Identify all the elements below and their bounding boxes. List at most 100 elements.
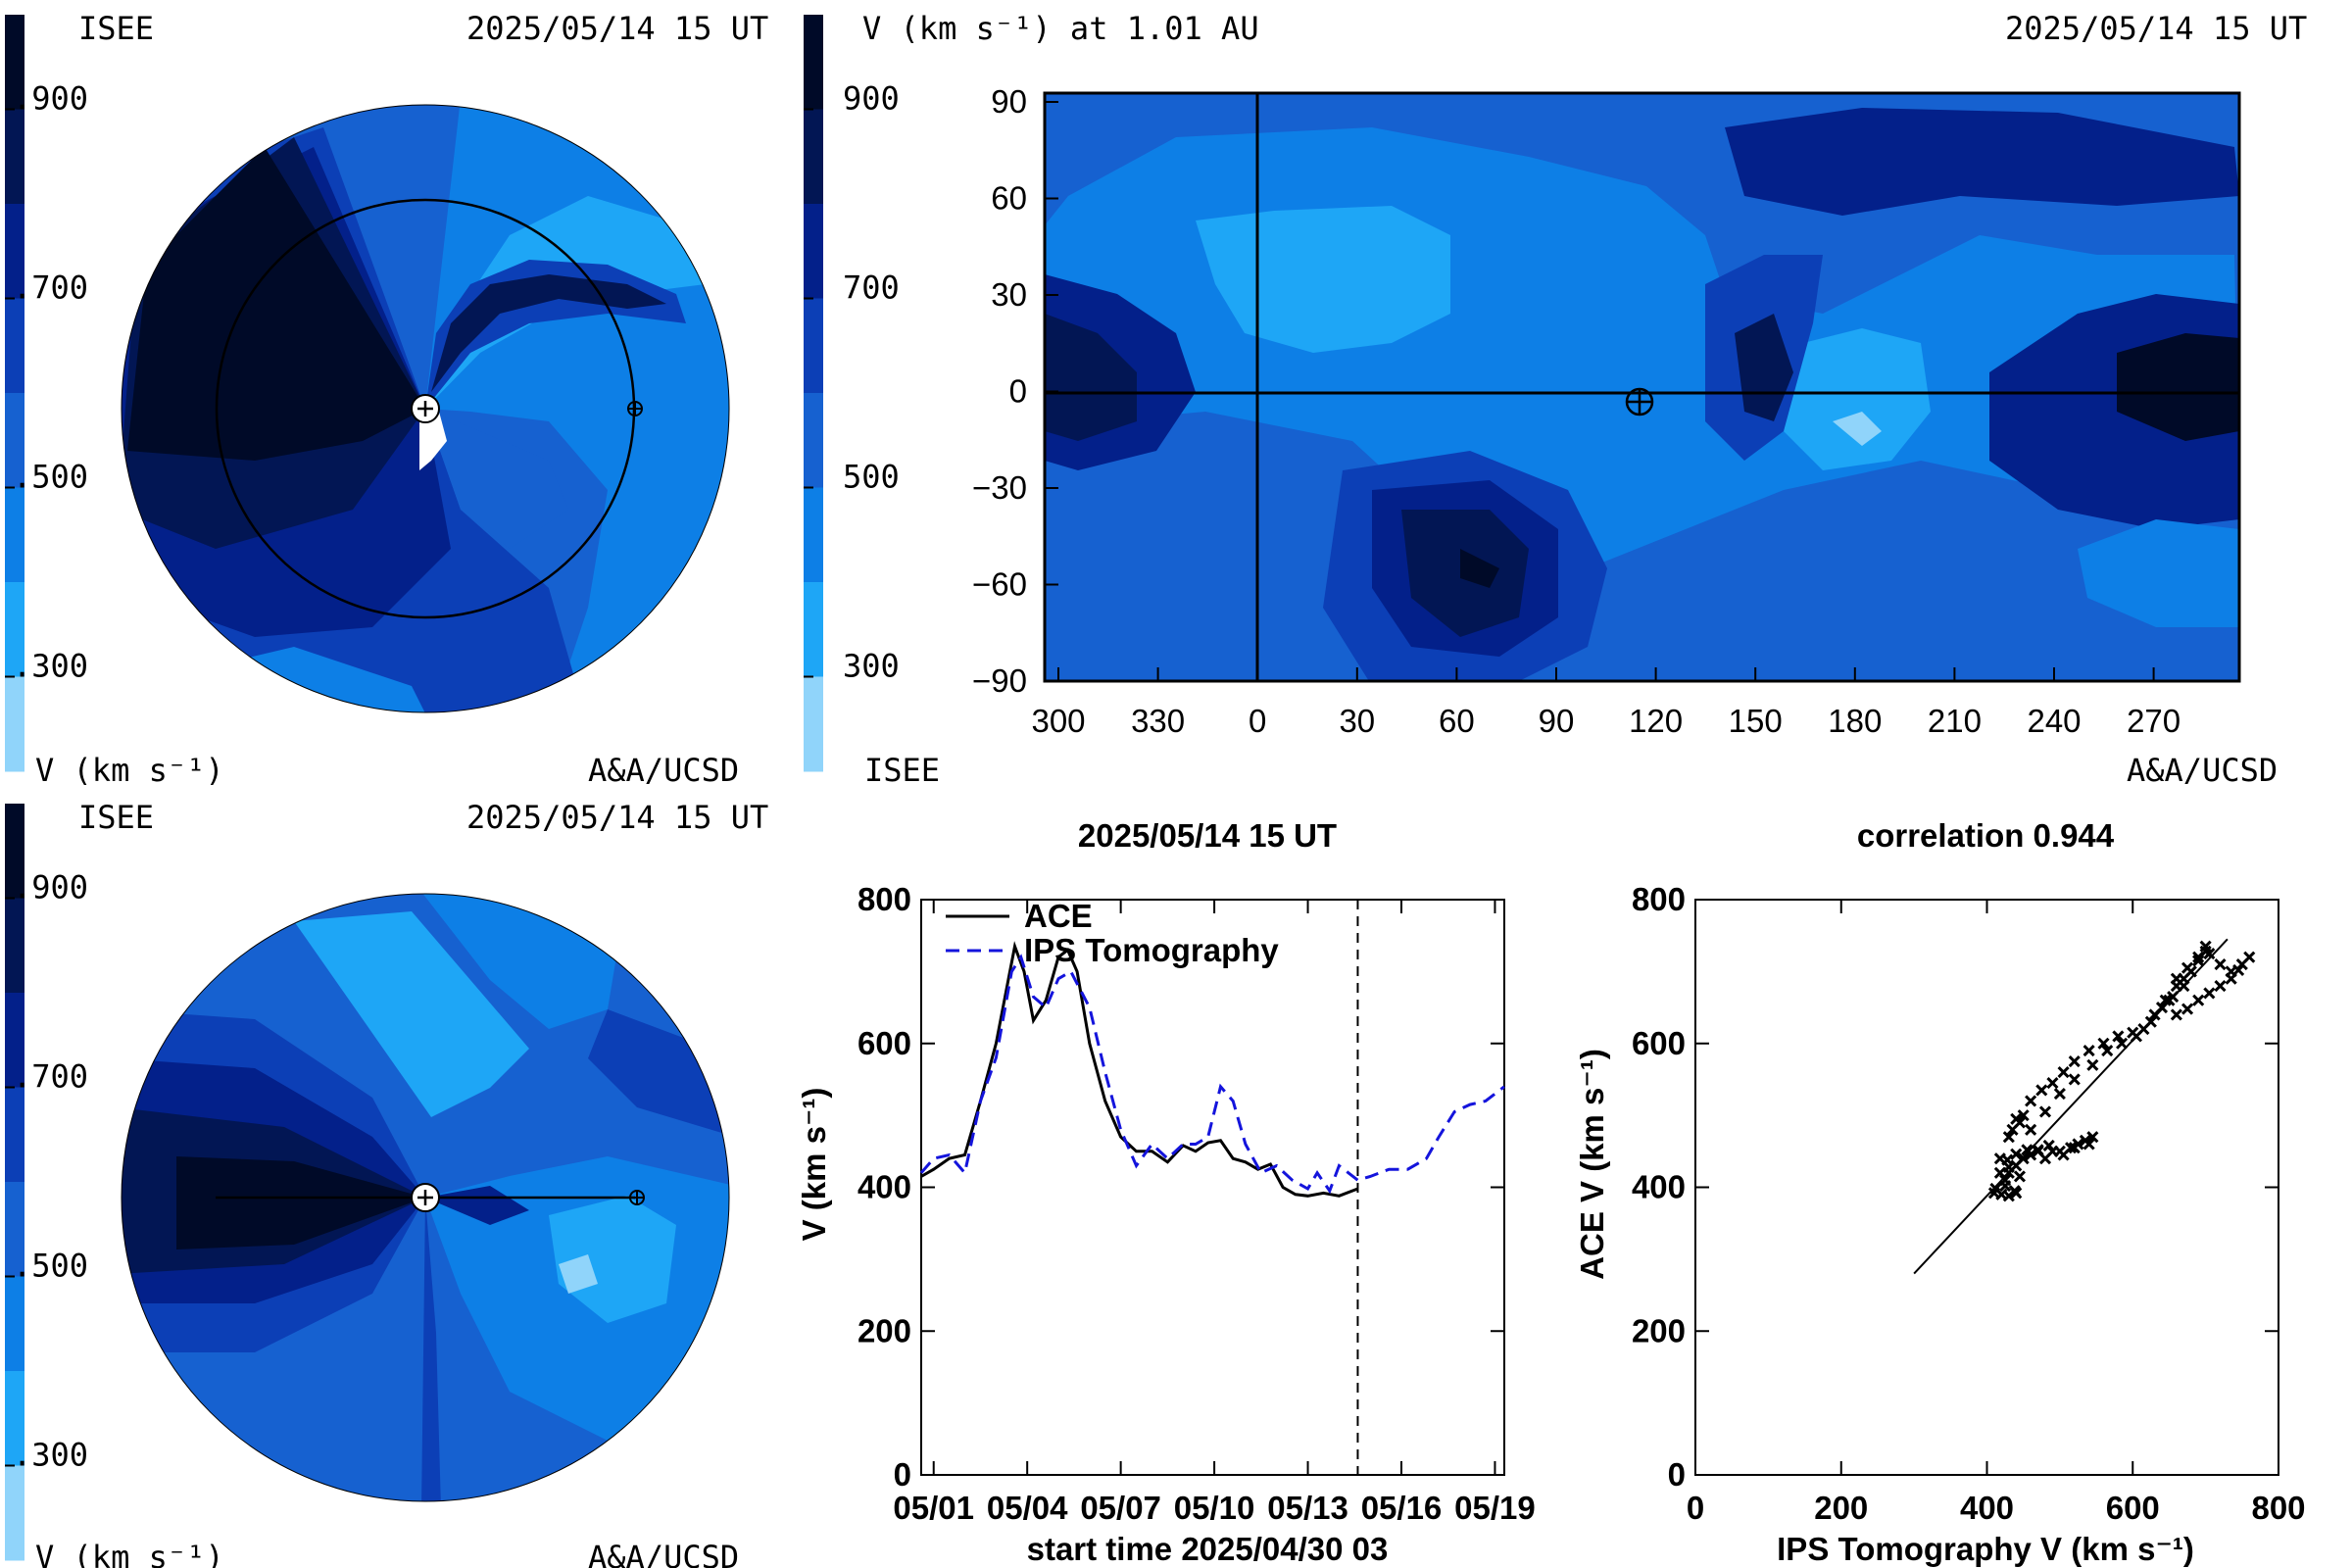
colorbar-tick-label: .700 bbox=[13, 1058, 88, 1096]
panel-ecliptic-top: .900 .700 .500 .300 ISEE 2025/05/14 15 UT V… bbox=[5, 10, 768, 789]
scatter-point bbox=[2013, 1170, 2027, 1183]
scatter-point bbox=[2086, 1131, 2099, 1144]
colorbar-tick-label: .900 bbox=[13, 869, 88, 906]
ace-series-line bbox=[920, 941, 1359, 1198]
scatter-point bbox=[2008, 1185, 2021, 1198]
colorbar-tick-label: .500 bbox=[13, 1248, 88, 1285]
timeseries-axes: 0 200 400 600 800 05/01 05/04 05/07 05/10 05/13 05… bbox=[858, 881, 1536, 1526]
date-label: 2025/05/14 15 UT bbox=[466, 10, 768, 47]
scatter-point bbox=[2017, 1152, 2030, 1165]
scatter-point-stroke bbox=[2068, 1142, 2081, 1154]
map-field bbox=[1045, 93, 2239, 681]
y-tick-label: 200 bbox=[858, 1312, 911, 1348]
scatter-point-stroke bbox=[2097, 1037, 2110, 1050]
scatter-point bbox=[2203, 947, 2216, 960]
lon-tick-label: 120 bbox=[1629, 703, 1683, 739]
m-region-300-north bbox=[294, 911, 529, 1117]
m-region-400-north bbox=[235, 894, 627, 1029]
lon-tick-label: 210 bbox=[1928, 703, 1982, 739]
colorbar-synoptic: 900 700 500 300 bbox=[804, 15, 900, 772]
earth-marker-map bbox=[1625, 387, 1654, 416]
scatter-point-stroke bbox=[2010, 1148, 2023, 1160]
x-tick-label: 05/13 bbox=[1267, 1490, 1348, 1526]
scatter-point bbox=[2017, 1109, 2030, 1122]
map-region-300-north bbox=[1196, 206, 1450, 353]
ips-series-line bbox=[919, 954, 1505, 1195]
colorbar-tick-label: 700 bbox=[843, 270, 900, 307]
scatter-point bbox=[2130, 1030, 2143, 1043]
scatter-point-stroke bbox=[2214, 957, 2227, 971]
x-tick-label: 600 bbox=[2106, 1490, 2160, 1526]
scatter-point bbox=[2082, 1045, 2095, 1057]
region-800-arm bbox=[431, 274, 666, 392]
y-tick-label: 600 bbox=[858, 1025, 911, 1061]
y-tick-label: 200 bbox=[1632, 1312, 1686, 1348]
scatter-point bbox=[2068, 1073, 2081, 1086]
map-region-200-east bbox=[1833, 412, 1882, 446]
y-tick-label: 600 bbox=[1632, 1025, 1686, 1061]
colorbar-tick-label: 500 bbox=[843, 459, 900, 496]
x-tick-label: 0 bbox=[1687, 1490, 1704, 1526]
scatter-point bbox=[2112, 1030, 2125, 1043]
scatter-point-stroke bbox=[1989, 1182, 2002, 1196]
x-tick-label: 400 bbox=[1960, 1490, 2014, 1526]
scatter-point bbox=[2064, 1142, 2078, 1154]
scatter-point-stroke bbox=[2180, 1003, 2194, 1015]
colorbar-segment bbox=[5, 15, 24, 110]
timeseries-title: 2025/05/14 15 UT bbox=[1078, 817, 1337, 854]
scatter-point-stroke bbox=[2243, 951, 2256, 963]
colorbar-segment bbox=[5, 109, 24, 205]
scatter-point bbox=[2180, 1003, 2194, 1015]
y-tick-label: 800 bbox=[1632, 881, 1686, 917]
scatter-point-stroke bbox=[2035, 1084, 2048, 1097]
disc2-outline bbox=[121, 893, 730, 1502]
scatter-point-stroke bbox=[2017, 1109, 2030, 1122]
map-credit: A&A/UCSD bbox=[2127, 752, 2278, 789]
colorbar-segment bbox=[5, 582, 24, 677]
x-tick-label: 05/16 bbox=[1361, 1490, 1443, 1526]
isee-label-bottom: ISEE bbox=[78, 799, 154, 836]
scatter-point bbox=[2192, 994, 2205, 1006]
colorbar-tick-label: .300 bbox=[13, 648, 88, 685]
scatter-point bbox=[2032, 1144, 2044, 1156]
scatter-point bbox=[2057, 1066, 2070, 1079]
credit-label-bottom: A&A/UCSD bbox=[588, 1539, 739, 1568]
lon-tick-label: 150 bbox=[1729, 703, 1783, 739]
sun-marker-meridional bbox=[411, 1183, 440, 1212]
scatter-point-stroke bbox=[2013, 1170, 2027, 1183]
scatter-point-stroke bbox=[2232, 963, 2245, 976]
colorbar-segment bbox=[5, 1276, 24, 1372]
y-tick-label: 400 bbox=[1632, 1169, 1686, 1205]
lat-tick-label: −90 bbox=[972, 662, 1027, 699]
colorbar-segment bbox=[5, 1087, 24, 1183]
scatter-point-stroke bbox=[2116, 1037, 2129, 1050]
lat-tick-label: 0 bbox=[1009, 373, 1027, 410]
m-region-200-east bbox=[559, 1254, 598, 1294]
colorbar-tick-label: .300 bbox=[13, 1437, 88, 1474]
scatter-point-stroke bbox=[2064, 1142, 2078, 1154]
lat-tick-label: −30 bbox=[972, 469, 1027, 506]
x-tick-label: 200 bbox=[1814, 1490, 1868, 1526]
scatter-point-stroke bbox=[1993, 1166, 2006, 1179]
legend-ace-label: ACE bbox=[1024, 898, 1093, 934]
map-region-900-south bbox=[1460, 549, 1499, 588]
lon-tick-label: 240 bbox=[2027, 703, 2081, 739]
map-region-900-far-east bbox=[2117, 333, 2239, 441]
scatter-point-stroke bbox=[2025, 1095, 2037, 1107]
scatter-point bbox=[2025, 1123, 2037, 1136]
colorbar-segment bbox=[5, 804, 24, 899]
scatter-point bbox=[2232, 963, 2245, 976]
scatter-point-stroke bbox=[2002, 1131, 2015, 1144]
map-isee-label: ISEE bbox=[864, 752, 940, 789]
colorbar-segment bbox=[804, 15, 823, 110]
map-region-400-southeast bbox=[2078, 519, 2239, 627]
y-tick-label: 800 bbox=[858, 881, 911, 917]
m-region-700-east-jet bbox=[425, 1186, 529, 1225]
legend-ips-label: IPS Tomography bbox=[1024, 932, 1279, 968]
colorbar-segment bbox=[804, 109, 823, 205]
scatter-point bbox=[2163, 994, 2176, 1006]
map-frame bbox=[1043, 91, 2241, 683]
timeseries-ylabel: V (km s⁻¹) bbox=[796, 1088, 832, 1242]
